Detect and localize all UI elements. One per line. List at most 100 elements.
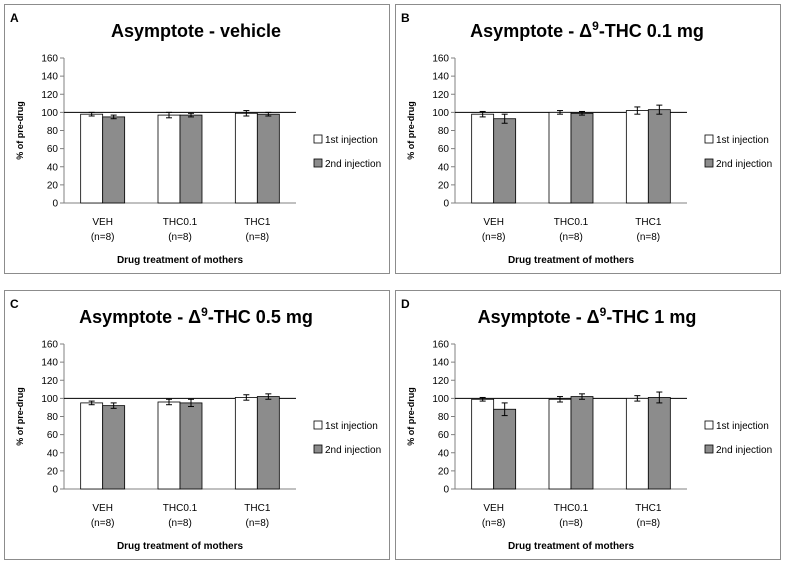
y-tick-label: 40 — [438, 162, 450, 173]
legend-swatch-second-injection — [704, 158, 714, 168]
legend-label: 2nd injection — [325, 445, 381, 456]
chart-title-part: Asymptote - vehicle — [111, 21, 281, 41]
y-tick-label: 0 — [443, 199, 449, 210]
chart-title: Asymptote - Δ9-THC 0.5 mg — [79, 305, 313, 327]
legend-swatch-first-injection — [313, 134, 323, 144]
y-tick-label: 140 — [432, 358, 449, 369]
legend-label: 2nd injection — [325, 159, 381, 170]
y-tick-label: 80 — [47, 412, 59, 423]
chart-title-part: -THC 0.1 mg — [599, 21, 704, 41]
x-tick-label: THC0.1 — [554, 217, 589, 228]
bar-first-injection-thc01 — [157, 401, 181, 490]
chart-title-superscript: 9 — [600, 305, 607, 319]
bar-first-injection-thc1 — [234, 397, 258, 490]
y-axis-title: % of pre-drug — [15, 387, 25, 446]
y-tick-label: 0 — [52, 485, 58, 496]
y-tick-label: 140 — [41, 358, 58, 369]
chart-title-part: Asymptote - Δ — [79, 307, 201, 327]
y-tick-label: 160 — [432, 340, 449, 351]
bar-second-injection-veh — [493, 118, 517, 204]
bar-first-injection-thc01 — [157, 114, 181, 204]
chart-title-part: Asymptote - Δ — [470, 21, 592, 41]
bar-first-injection-thc01 — [548, 111, 572, 204]
bar-second-injection-thc01 — [179, 402, 203, 490]
legend-label: 1st injection — [325, 135, 378, 146]
x-tick-label: VEH — [92, 217, 113, 228]
y-tick-label: 60 — [47, 144, 59, 155]
legend-swatch-second-injection — [313, 444, 323, 454]
panel-letter: B — [401, 11, 410, 25]
chart-panel-d: D Asymptote - Δ9-THC 1 mg 0 20 40 60 80 100 120 1… — [395, 290, 781, 560]
y-tick-label: 160 — [41, 54, 58, 65]
y-tick-label: 20 — [438, 180, 450, 191]
chart-panel-c: C Asymptote - Δ9-THC 0.5 mg 0 20 40 60 80 100 12… — [4, 290, 390, 560]
y-tick-label: 140 — [432, 72, 449, 83]
y-axis-title: % of pre-drug — [406, 387, 416, 446]
y-tick-label: 40 — [438, 448, 450, 459]
x-tick-label: THC1 — [244, 503, 271, 514]
chart-title-superscript: 9 — [592, 19, 599, 33]
bar-second-injection-thc1 — [647, 397, 671, 490]
x-tick-label: VEH — [92, 503, 113, 514]
x-tick-label: THC0.1 — [163, 217, 198, 228]
y-tick-label: 120 — [41, 90, 58, 101]
bar-first-injection-veh — [471, 398, 495, 490]
y-tick-label: 120 — [41, 376, 58, 387]
x-tick-label: THC1 — [244, 217, 271, 228]
x-tick-label: THC1 — [635, 503, 662, 514]
x-tick-n-label: (n=8) — [637, 518, 661, 529]
legend-label: 1st injection — [325, 421, 378, 432]
bar-second-injection-thc1 — [647, 109, 671, 204]
y-tick-label: 160 — [432, 54, 449, 65]
bar-second-injection-veh — [493, 408, 517, 490]
bar-first-injection-veh — [471, 113, 495, 204]
x-axis-title: Drug treatment of mothers — [117, 255, 244, 266]
bar-first-injection-thc1 — [625, 110, 649, 204]
y-tick-label: 100 — [41, 108, 58, 119]
x-tick-label: THC0.1 — [554, 503, 589, 514]
x-tick-n-label: (n=8) — [246, 232, 270, 243]
x-tick-n-label: (n=8) — [559, 518, 583, 529]
legend-label: 1st injection — [716, 135, 769, 146]
x-tick-n-label: (n=8) — [482, 518, 506, 529]
bar-second-injection-thc01 — [179, 114, 203, 204]
y-tick-label: 0 — [443, 485, 449, 496]
chart-title: Asymptote - Δ9-THC 0.1 mg — [470, 19, 704, 41]
x-tick-n-label: (n=8) — [168, 232, 192, 243]
x-tick-n-label: (n=8) — [637, 232, 661, 243]
bar-second-injection-thc1 — [256, 396, 280, 490]
y-tick-label: 20 — [438, 466, 450, 477]
bar-first-injection-veh — [80, 402, 104, 490]
x-tick-n-label: (n=8) — [246, 518, 270, 529]
legend-label: 1st injection — [716, 421, 769, 432]
legend-swatch-first-injection — [704, 134, 714, 144]
y-tick-label: 100 — [41, 394, 58, 405]
x-tick-label: VEH — [483, 217, 504, 228]
x-tick-n-label: (n=8) — [482, 232, 506, 243]
x-tick-n-label: (n=8) — [559, 232, 583, 243]
legend-swatch-first-injection — [704, 420, 714, 430]
y-tick-label: 0 — [52, 199, 58, 210]
x-axis-title: Drug treatment of mothers — [508, 255, 635, 266]
y-tick-label: 140 — [41, 72, 58, 83]
bar-first-injection-thc1 — [234, 112, 258, 204]
y-tick-label: 80 — [438, 412, 450, 423]
legend-label: 2nd injection — [716, 159, 772, 170]
bar-first-injection-thc01 — [548, 398, 572, 490]
legend-label: 2nd injection — [716, 445, 772, 456]
bar-first-injection-veh — [80, 113, 104, 204]
y-tick-label: 80 — [438, 126, 450, 137]
x-tick-n-label: (n=8) — [91, 518, 115, 529]
chart-title-part: Asymptote - Δ — [478, 307, 600, 327]
bar-second-injection-thc1 — [256, 113, 280, 204]
y-tick-label: 120 — [432, 90, 449, 101]
y-axis-title: % of pre-drug — [406, 101, 416, 160]
x-tick-n-label: (n=8) — [91, 232, 115, 243]
chart-title-part: -THC 1 mg — [606, 307, 696, 327]
x-tick-label: THC0.1 — [163, 503, 198, 514]
panel-letter: A — [10, 11, 19, 25]
x-tick-n-label: (n=8) — [168, 518, 192, 529]
x-tick-label: VEH — [483, 503, 504, 514]
y-tick-label: 100 — [432, 394, 449, 405]
